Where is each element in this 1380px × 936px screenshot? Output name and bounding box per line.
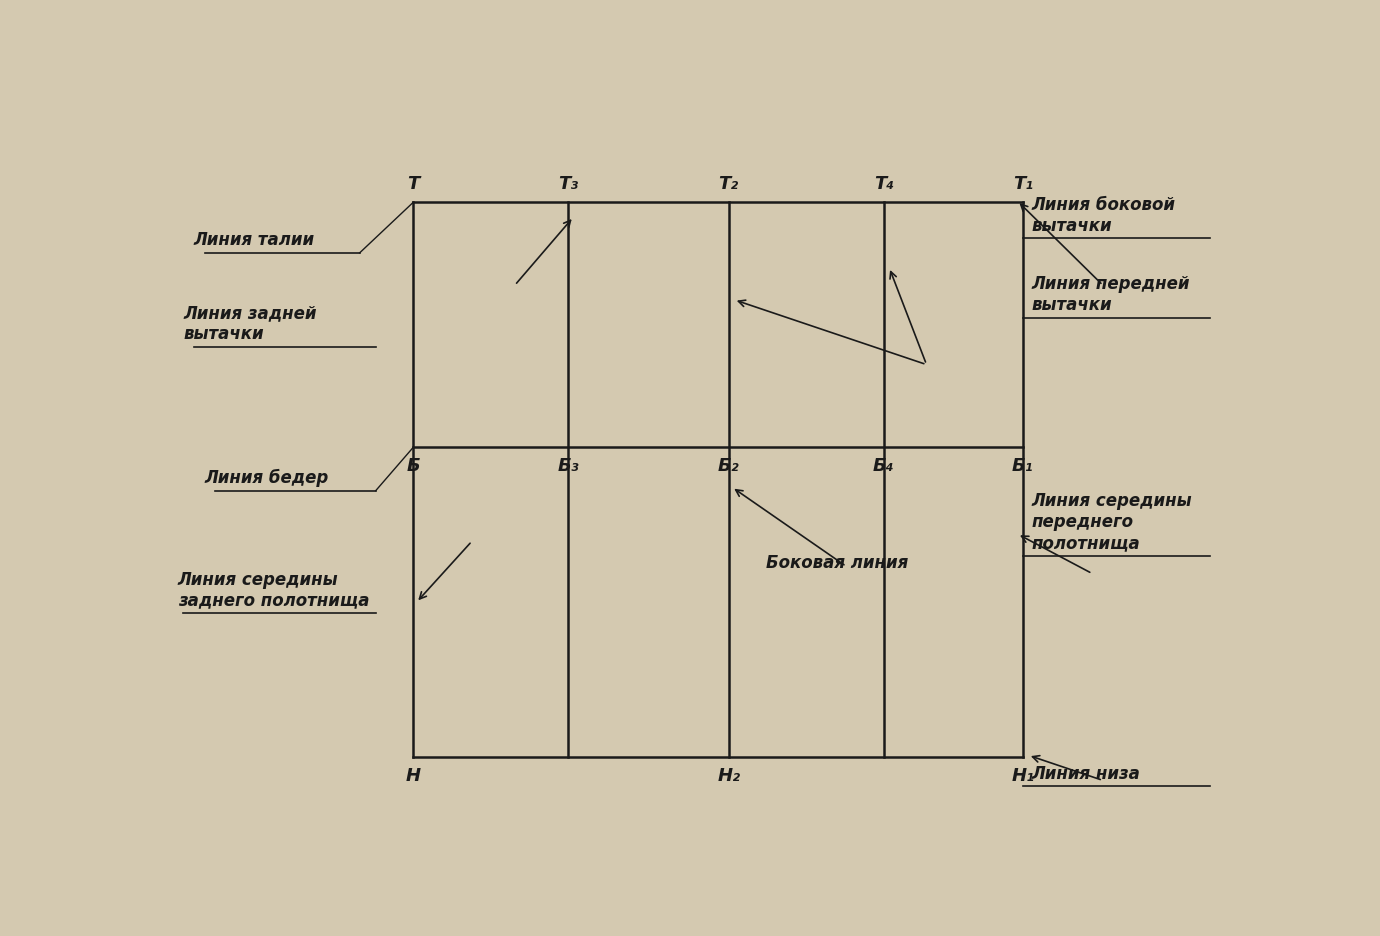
Text: Боковая линия: Боковая линия [766,554,908,572]
Text: Б₃: Б₃ [558,457,580,475]
Text: Б₂: Б₂ [718,457,740,475]
Text: Т: Т [407,175,420,193]
Text: Т₁: Т₁ [1013,175,1032,193]
Text: Б₁: Б₁ [1012,457,1034,475]
Text: Т₃: Т₃ [558,175,578,193]
Text: Линия задней
вытачки: Линия задней вытачки [184,304,316,343]
Text: Линия талии: Линия талии [193,231,315,249]
Text: Линия передней
вытачки: Линия передней вытачки [1031,275,1190,314]
Text: Линия середины
переднего
полотнища: Линия середины переднего полотнища [1031,492,1192,552]
Text: Т₂: Т₂ [719,175,738,193]
Text: Н: Н [406,767,421,784]
Text: Линия боковой
вытачки: Линия боковой вытачки [1031,196,1176,235]
Text: Н₁: Н₁ [1012,767,1034,784]
Text: Н₂: Н₂ [718,767,740,784]
Text: Т₄: Т₄ [874,175,894,193]
Text: Линия низа: Линия низа [1031,765,1140,782]
Text: Линия середины
заднего полотнища: Линия середины заднего полотнища [178,571,370,609]
Text: Б₄: Б₄ [874,457,894,475]
Text: Б: Б [406,457,420,475]
Text: Линия бедер: Линия бедер [204,469,328,487]
